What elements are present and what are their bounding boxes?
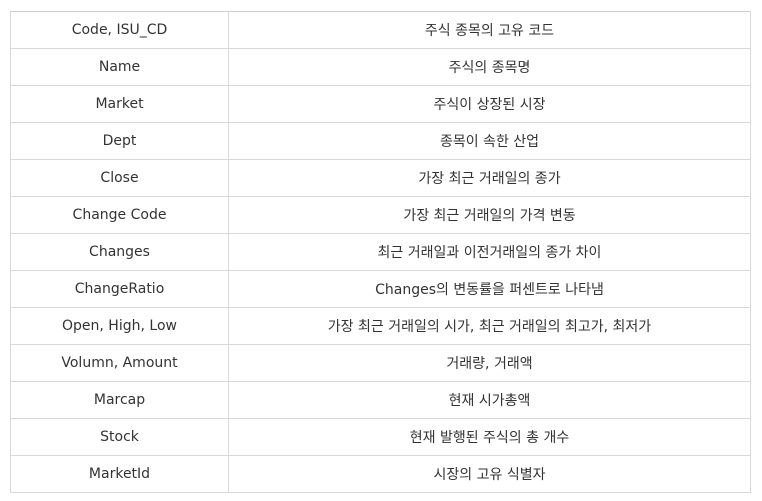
field-description-cell: 현재 시가총액 (228, 381, 751, 419)
table-row: MarketId 시장의 고유 식별자 (10, 455, 751, 493)
field-name-cell: Open, High, Low (10, 307, 229, 345)
table-row: Name 주식의 종목명 (10, 48, 751, 86)
field-name-cell: Stock (10, 418, 229, 456)
table-row: Stock 현재 발행된 주식의 총 개수 (10, 418, 751, 456)
table-row: Code, ISU_CD 주식 종목의 고유 코드 (10, 11, 751, 49)
field-description-cell: 주식이 상장된 시장 (228, 85, 751, 123)
field-name-cell: Volumn, Amount (10, 344, 229, 382)
field-description-table-container: Code, ISU_CD 주식 종목의 고유 코드 Name 주식의 종목명 M… (10, 11, 751, 493)
table-row: Marcap 현재 시가총액 (10, 381, 751, 419)
field-description-cell: 현재 발행된 주식의 총 개수 (228, 418, 751, 456)
field-name-cell: Change Code (10, 196, 229, 234)
table-row: Market 주식이 상장된 시장 (10, 85, 751, 123)
field-name-cell: Changes (10, 233, 229, 271)
field-description-cell: 최근 거래일과 이전거래일의 종가 차이 (228, 233, 751, 271)
table-row: Changes 최근 거래일과 이전거래일의 종가 차이 (10, 233, 751, 271)
field-name-cell: Marcap (10, 381, 229, 419)
field-name-cell: Code, ISU_CD (10, 11, 229, 49)
table-row: Volumn, Amount 거래량, 거래액 (10, 344, 751, 382)
table-body: Code, ISU_CD 주식 종목의 고유 코드 Name 주식의 종목명 M… (10, 11, 751, 493)
table-row: Dept 종목이 속한 산업 (10, 122, 751, 160)
field-description-table: Code, ISU_CD 주식 종목의 고유 코드 Name 주식의 종목명 M… (10, 11, 751, 493)
field-description-cell: 주식 종목의 고유 코드 (228, 11, 751, 49)
table-row: Change Code 가장 최근 거래일의 가격 변동 (10, 196, 751, 234)
field-name-cell: Market (10, 85, 229, 123)
field-name-cell: Close (10, 159, 229, 197)
field-description-cell: 거래량, 거래액 (228, 344, 751, 382)
field-description-cell: 시장의 고유 식별자 (228, 455, 751, 493)
field-description-cell: 주식의 종목명 (228, 48, 751, 86)
field-name-cell: ChangeRatio (10, 270, 229, 308)
field-description-cell: 가장 최근 거래일의 시가, 최근 거래일의 최고가, 최저가 (228, 307, 751, 345)
field-description-cell: 가장 최근 거래일의 가격 변동 (228, 196, 751, 234)
table-row: Close 가장 최근 거래일의 종가 (10, 159, 751, 197)
table-row: ChangeRatio Changes의 변동률을 퍼센트로 나타냄 (10, 270, 751, 308)
table-row: Open, High, Low 가장 최근 거래일의 시가, 최근 거래일의 최… (10, 307, 751, 345)
field-description-cell: 종목이 속한 산업 (228, 122, 751, 160)
field-name-cell: Name (10, 48, 229, 86)
field-description-cell: Changes의 변동률을 퍼센트로 나타냄 (228, 270, 751, 308)
field-name-cell: MarketId (10, 455, 229, 493)
field-name-cell: Dept (10, 122, 229, 160)
field-description-cell: 가장 최근 거래일의 종가 (228, 159, 751, 197)
